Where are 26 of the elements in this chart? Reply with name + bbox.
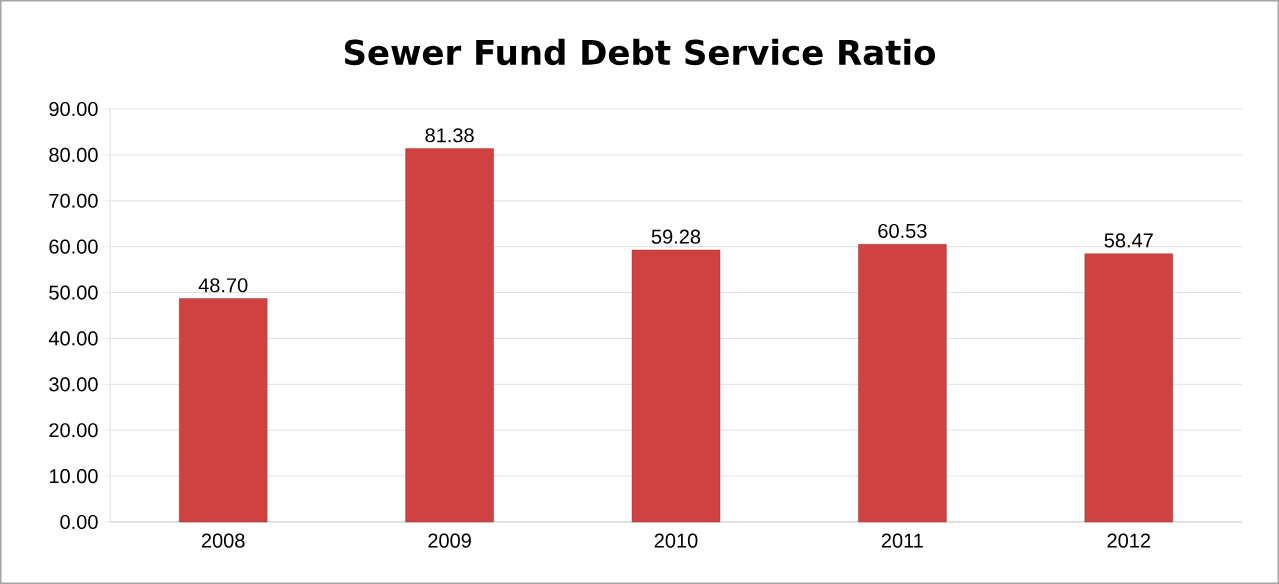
chart-title: Sewer Fund Debt Service Ratio (344, 38, 936, 66)
y-tick-label: 70.00 (49, 193, 98, 208)
data-label: 58.47 (1104, 233, 1153, 248)
x-tick-label: 2009 (428, 533, 471, 548)
data-label: 59.28 (651, 229, 701, 244)
y-tick-label: 30.00 (49, 377, 98, 392)
y-tick-label: 20.00 (49, 423, 98, 438)
bar (858, 244, 947, 523)
y-tick-label: 90.00 (49, 101, 98, 117)
bar (631, 249, 721, 523)
bar (405, 148, 494, 523)
x-tick-label: 2008 (201, 533, 245, 548)
y-tick-label: 60.00 (49, 239, 98, 254)
x-tick-label: 2010 (654, 533, 698, 548)
bar (1084, 253, 1173, 523)
x-tick-label: 2011 (881, 533, 923, 548)
data-label: 48.70 (198, 278, 248, 293)
data-label: 60.53 (878, 223, 927, 239)
y-tick-label: 50.00 (49, 285, 98, 300)
y-tick-label: 80.00 (49, 147, 98, 162)
y-tick-label: 10.00 (49, 469, 98, 484)
bar (179, 298, 268, 523)
data-label: 81.38 (425, 128, 474, 143)
y-tick-label: 0.00 (60, 514, 98, 530)
y-tick-label: 40.00 (48, 331, 98, 346)
x-tick-label: 2012 (1107, 533, 1151, 548)
